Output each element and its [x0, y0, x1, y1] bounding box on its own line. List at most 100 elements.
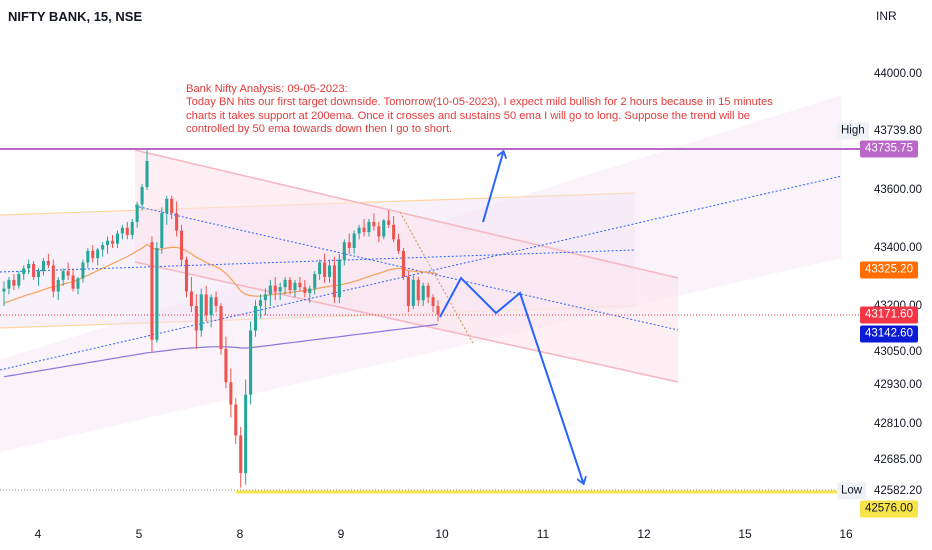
candle — [7, 277, 11, 295]
candle — [298, 277, 302, 292]
candle-body — [7, 279, 11, 289]
candle-body — [96, 249, 100, 259]
candle — [180, 224, 184, 266]
candle — [362, 219, 366, 237]
candle — [130, 219, 134, 240]
candle-body — [219, 306, 223, 349]
candle-body — [46, 261, 50, 266]
candle-body — [155, 248, 159, 340]
candle-body — [61, 271, 65, 280]
candle-body — [106, 240, 110, 246]
falling-channel-bottom — [134, 261, 679, 383]
candle-body — [421, 285, 425, 301]
candle-body — [120, 227, 124, 234]
candle-body — [253, 306, 258, 331]
candle-body — [406, 277, 410, 306]
candle-body — [392, 224, 396, 240]
candle — [106, 236, 110, 254]
candle — [308, 285, 312, 304]
candle — [155, 242, 159, 343]
candle-body — [229, 382, 233, 405]
candle-body — [268, 285, 272, 295]
candle — [76, 277, 80, 295]
candle — [244, 379, 248, 485]
candle — [249, 321, 253, 405]
candle-body — [175, 213, 179, 231]
candle-body — [56, 279, 60, 292]
candle — [170, 195, 174, 219]
x-tick-label: 11 — [536, 527, 550, 541]
candle-body — [244, 394, 248, 474]
candle-body — [66, 271, 70, 276]
candle — [342, 239, 346, 266]
candle — [2, 281, 6, 306]
ema50-price-tag: 43325.20 — [860, 261, 918, 279]
x-tick-label: 8 — [236, 527, 244, 541]
candle-body — [342, 242, 346, 260]
candle — [278, 282, 282, 301]
candle — [12, 274, 16, 291]
candle — [224, 336, 228, 389]
candle-body — [249, 330, 253, 395]
bullish-arrow — [482, 153, 503, 223]
y-tick-label: 42810.00 — [874, 418, 922, 430]
candle-body — [180, 230, 184, 260]
candle-body — [135, 204, 139, 222]
candle-body — [71, 275, 75, 289]
analysis-note[interactable]: Bank Nifty Analysis: 09-05-2023: Today B… — [186, 83, 786, 137]
candle-body — [160, 213, 164, 248]
high-value: 43739.80 — [874, 125, 922, 137]
analysis-note-body: Today BN hits our first target downside.… — [186, 96, 773, 136]
candle-body — [51, 265, 55, 292]
candle — [209, 294, 213, 328]
candle-body — [362, 227, 366, 233]
candle — [234, 398, 238, 445]
candle-body — [209, 297, 213, 316]
candle — [27, 259, 31, 275]
candle-body — [115, 233, 119, 244]
candle — [382, 219, 386, 240]
x-tick-label: 10 — [435, 527, 449, 541]
projection-path-arrow — [439, 276, 583, 482]
candle — [135, 201, 139, 228]
analysis-note-title: Bank Nifty Analysis: 09-05-2023: — [186, 83, 348, 95]
candle-body — [318, 262, 322, 275]
candle-body — [278, 287, 282, 292]
candle-body — [150, 242, 154, 340]
horizontal-dotted-ray — [0, 249, 636, 273]
low-price-tag: 42576.00 — [860, 500, 918, 518]
candle — [318, 259, 322, 280]
candle — [337, 253, 341, 304]
candle — [41, 258, 45, 276]
candle — [347, 233, 351, 254]
candle-body — [387, 220, 391, 225]
candle-body — [352, 233, 356, 248]
candle — [199, 288, 203, 337]
candle — [145, 149, 149, 190]
candle-body — [323, 262, 327, 277]
y-tick-label: 43600.00 — [874, 184, 922, 196]
candle-body — [81, 262, 85, 279]
candle-body — [397, 239, 401, 251]
candle — [219, 303, 223, 355]
candle-body — [377, 226, 381, 237]
candle — [377, 221, 381, 243]
candle — [66, 262, 70, 280]
candle — [160, 207, 164, 254]
candle — [372, 213, 376, 231]
candle-body — [130, 221, 134, 235]
high-label: High — [837, 122, 869, 140]
candle-body — [367, 221, 371, 233]
candle-body — [283, 279, 287, 288]
candle-body — [170, 198, 174, 214]
candle-body — [313, 274, 317, 289]
candle-body — [288, 279, 292, 291]
candle — [96, 248, 100, 266]
candle — [288, 277, 292, 295]
ema50-line — [3, 243, 439, 304]
ema200-price-tag: 43142.60 — [860, 325, 918, 343]
candle — [357, 224, 361, 240]
currency-label: INR — [876, 9, 897, 23]
candle — [323, 253, 327, 283]
